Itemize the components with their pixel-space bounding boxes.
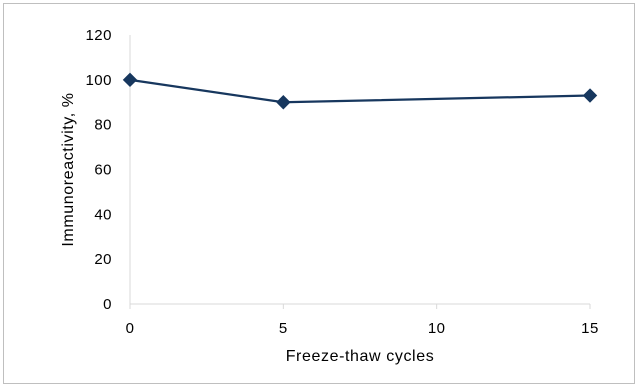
x-tick-label: 0 <box>126 320 135 337</box>
x-tick-label: 10 <box>428 320 446 337</box>
y-tick-label: 100 <box>85 72 112 89</box>
data-point-marker <box>582 88 598 103</box>
y-tick-label: 40 <box>94 206 112 223</box>
chart-frame <box>3 3 635 384</box>
y-tick-label: 80 <box>94 117 112 134</box>
y-tick-label: 120 <box>85 27 112 44</box>
x-tick-labels: 0 5 10 15 <box>126 320 599 337</box>
x-tick-label: 5 <box>279 320 288 337</box>
data-point-marker <box>276 95 291 110</box>
series-layer <box>122 72 598 110</box>
x-axis-title: Freeze-thaw cycles <box>286 348 435 365</box>
y-tick-labels: 0 20 40 60 80 100 120 <box>85 27 112 313</box>
x-axis <box>129 303 591 309</box>
data-point-marker <box>122 72 138 88</box>
y-tick-label: 0 <box>103 296 112 313</box>
series-line <box>129 78 591 104</box>
x-tick-label: 15 <box>581 320 599 337</box>
y-tick-label: 20 <box>94 251 112 268</box>
y-axis-title: Immunoreactivity, % <box>60 92 77 246</box>
y-tick-label: 60 <box>94 162 112 179</box>
